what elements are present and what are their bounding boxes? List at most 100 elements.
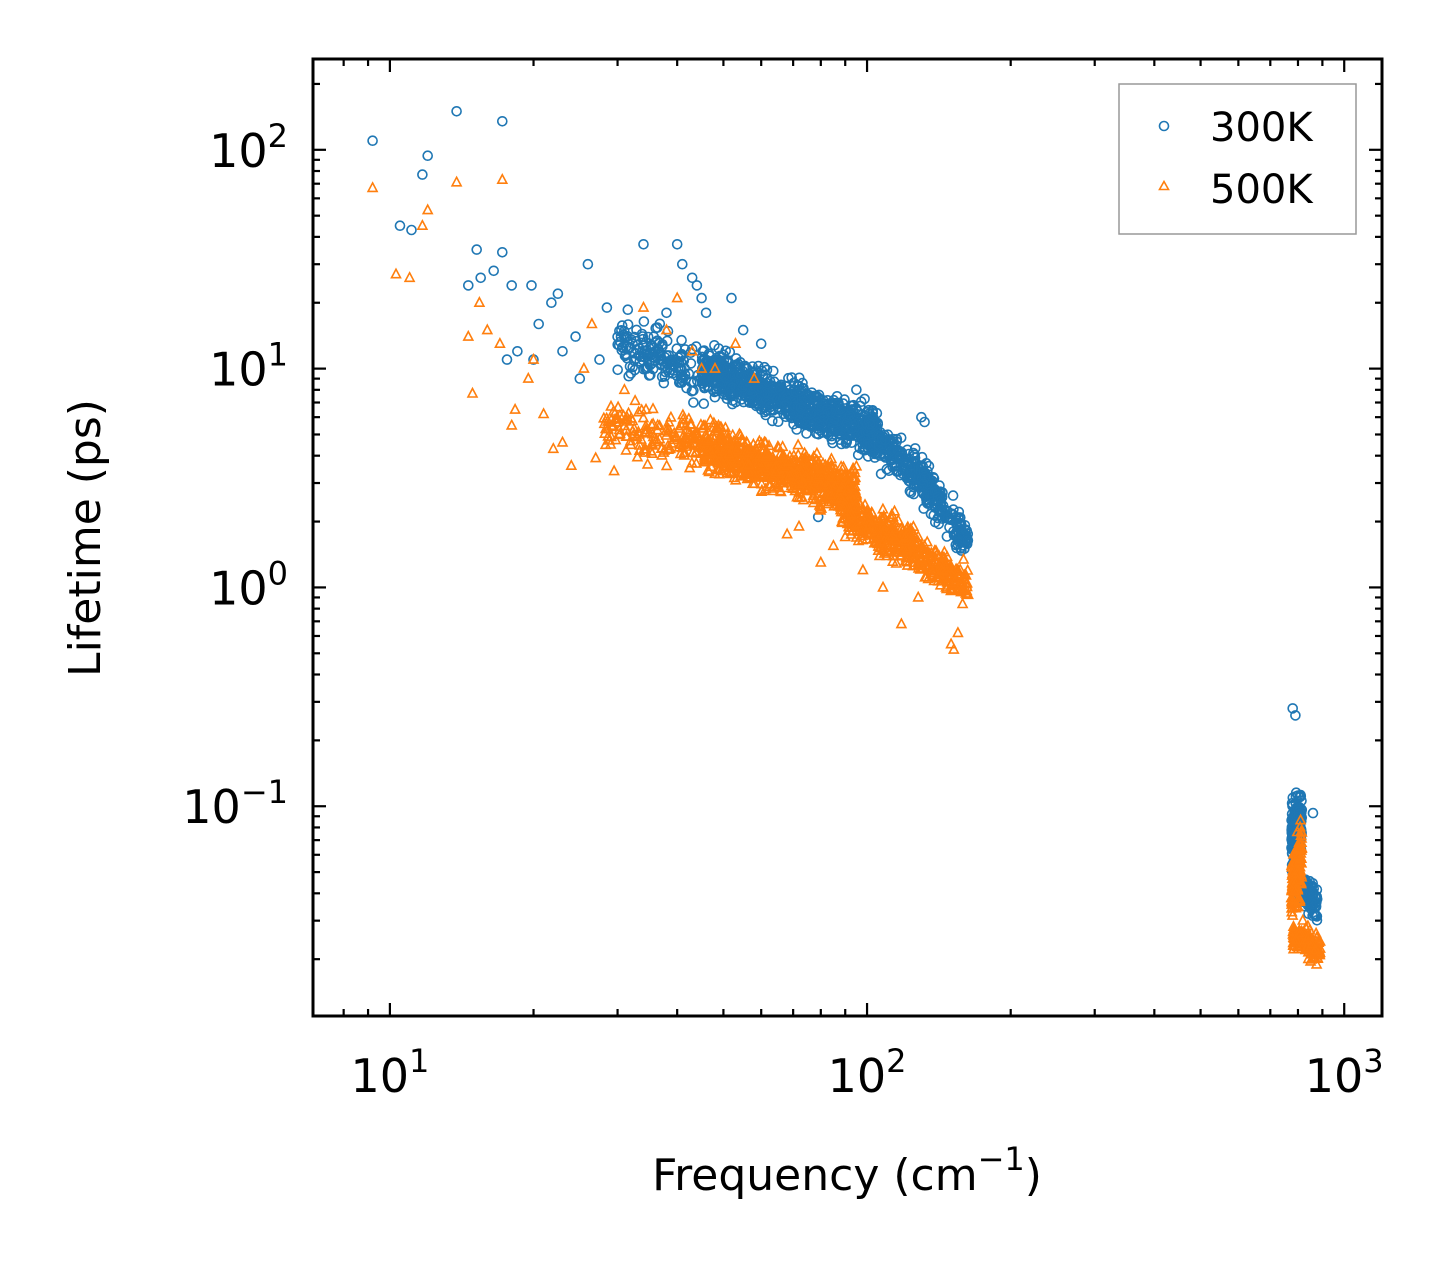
data-point-300k — [506, 280, 518, 291]
legend-circle-marker — [1158, 120, 1170, 132]
data-point-500k — [1288, 892, 1301, 904]
data-point-300k — [671, 239, 683, 250]
data-point-300k — [724, 346, 736, 358]
data-point-500k — [1295, 825, 1308, 837]
data-point-500k — [653, 419, 666, 431]
data-point-300k — [601, 302, 613, 313]
data-point-500k — [656, 441, 668, 453]
data-point-500k — [741, 443, 754, 455]
data-point-300k — [779, 400, 791, 412]
data-point-500k — [740, 435, 753, 447]
data-point-500k — [873, 549, 886, 561]
data-point-300k — [833, 397, 844, 409]
data-point-500k — [836, 467, 848, 479]
data-point-500k — [462, 329, 475, 341]
data-point-500k — [645, 418, 658, 430]
data-point-300k — [857, 438, 868, 450]
data-point-500k — [742, 465, 755, 477]
data-point-500k — [744, 471, 756, 483]
data-point-500k — [825, 471, 838, 483]
data-point-300k — [653, 348, 665, 360]
data-point-300k — [894, 451, 906, 463]
data-point-300k — [904, 470, 916, 482]
data-point-300k — [800, 388, 812, 400]
data-point-500k — [565, 458, 578, 471]
data-point-500k — [727, 434, 740, 446]
data-point-300k — [793, 385, 805, 397]
data-point-300k — [892, 444, 903, 456]
data-point-500k — [450, 175, 463, 187]
legend-label-500k: 500K — [1210, 167, 1314, 213]
data-point-500k — [547, 442, 560, 454]
data-point-500k — [759, 450, 772, 462]
data-point-300k — [650, 337, 662, 348]
data-point-500k — [784, 468, 796, 481]
x-axis-label-suffix: ) — [1025, 1150, 1042, 1201]
data-point-300k — [904, 485, 916, 497]
data-point-300k — [696, 292, 707, 304]
data-point-500k — [900, 551, 913, 563]
data-point-300k — [831, 390, 843, 402]
data-point-500k — [719, 442, 732, 454]
data-point-500k — [1288, 884, 1301, 896]
data-point-500k — [721, 427, 734, 439]
data-point-500k — [763, 477, 776, 489]
data-points-layer — [366, 106, 1326, 969]
data-point-500k — [835, 481, 848, 493]
data-point-300k — [496, 247, 508, 258]
data-point-500k — [743, 458, 756, 470]
data-point-500k — [1291, 940, 1304, 952]
data-point-500k — [673, 440, 686, 452]
data-point-500k — [671, 291, 684, 303]
data-point-300k — [688, 385, 699, 396]
data-point-500k — [846, 517, 859, 530]
data-point-500k — [639, 419, 652, 431]
data-point-300k — [627, 338, 638, 349]
data-point-500k — [952, 626, 964, 638]
data-point-300k — [739, 371, 750, 383]
data-point-300k — [714, 379, 726, 391]
data-point-300k — [475, 272, 487, 284]
data-point-500k — [640, 402, 652, 414]
data-point-500k — [934, 578, 947, 590]
data-point-500k — [686, 344, 699, 356]
data-point-300k — [501, 354, 513, 365]
data-point-500k — [1292, 849, 1305, 861]
data-point-500k — [612, 400, 624, 412]
data-point-300k — [737, 382, 748, 393]
data-point-300k — [621, 352, 633, 364]
data-point-500k — [660, 323, 673, 335]
data-point-300k — [451, 106, 462, 117]
data-point-500k — [690, 456, 703, 468]
data-point-500k — [957, 583, 969, 595]
data-point-300k — [855, 396, 867, 408]
data-point-500k — [877, 580, 889, 592]
data-point-300k — [947, 490, 959, 501]
legend: 300K 500K — [1118, 83, 1357, 235]
data-point-300k — [658, 377, 670, 389]
data-point-300k — [709, 357, 720, 369]
data-point-300k — [844, 410, 856, 421]
data-point-500k — [829, 479, 841, 491]
data-point-300k — [614, 336, 626, 348]
data-point-500k — [704, 413, 717, 425]
data-point-500k — [766, 471, 779, 483]
data-point-500k — [537, 407, 550, 419]
data-point-500k — [618, 383, 631, 395]
data-point-500k — [814, 500, 827, 512]
data-point-500k — [888, 504, 901, 516]
data-point-300k — [367, 135, 378, 146]
data-point-500k — [650, 433, 663, 445]
data-point-500k — [677, 417, 690, 429]
data-point-300k — [793, 380, 805, 392]
data-point-500k — [811, 446, 823, 458]
data-point-500k — [777, 448, 790, 460]
data-point-300k — [668, 359, 679, 371]
data-point-500k — [792, 438, 804, 450]
data-point-300k — [755, 338, 767, 350]
data-point-300k — [612, 339, 624, 350]
data-point-300k — [1287, 703, 1298, 714]
data-point-300k — [950, 518, 962, 529]
data-point-300k — [750, 400, 762, 412]
data-point-300k — [772, 416, 784, 428]
